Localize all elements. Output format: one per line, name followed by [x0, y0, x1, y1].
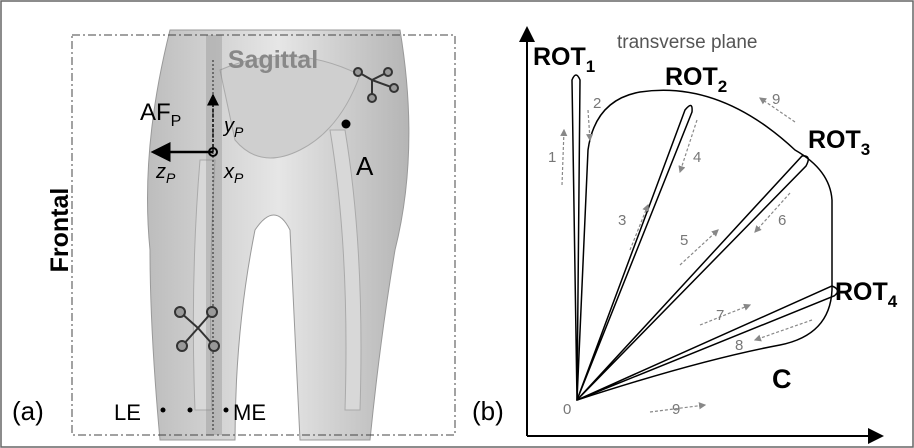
figure: Sagittal Frontal AFP yP zP xP A LE ME (a… — [0, 0, 914, 448]
af-sub: P — [171, 113, 182, 130]
le-label: LE — [114, 400, 141, 425]
me-label: ME — [233, 400, 266, 425]
a-label: A — [356, 151, 374, 181]
sagittal-label: Sagittal — [228, 46, 318, 74]
me-point — [224, 408, 229, 413]
step-label: 7 — [716, 307, 724, 324]
step-label: 3 — [618, 212, 626, 229]
rot1-sub: 1 — [586, 57, 595, 76]
x-sub: P — [234, 170, 244, 186]
panel-a-label: (a) — [12, 396, 44, 426]
z-sub: P — [166, 170, 176, 186]
step-label: 5 — [680, 232, 688, 249]
knee-point — [188, 408, 193, 413]
z-main: z — [155, 161, 166, 183]
step-label: 4 — [693, 149, 701, 166]
step-label: 9 — [672, 401, 680, 418]
af-main: AF — [140, 99, 171, 126]
rot1-main: ROT — [533, 43, 586, 71]
rot2-main: ROT — [665, 63, 718, 91]
le-point — [161, 408, 166, 413]
rot2-sub: 2 — [718, 77, 727, 96]
plane-label: transverse plane — [617, 32, 757, 53]
region-label: C — [772, 364, 792, 394]
step-label: 8 — [735, 337, 743, 354]
frontal-label: Frontal — [46, 188, 74, 273]
rot4-sub: 4 — [888, 292, 898, 311]
step-label: 6 — [778, 212, 786, 229]
rot3-sub: 3 — [861, 140, 870, 159]
step-label: 9 — [772, 91, 780, 108]
y-sub: P — [234, 124, 244, 140]
sagittal-plane — [206, 35, 222, 435]
panel-b-label: (b) — [472, 396, 504, 426]
rot4-main: ROT — [835, 278, 888, 306]
origin-label: 0 — [563, 401, 571, 418]
point-a — [342, 120, 351, 129]
rot3-main: ROT — [808, 126, 861, 154]
step-label: 2 — [593, 95, 601, 112]
step-label: 1 — [548, 149, 556, 166]
